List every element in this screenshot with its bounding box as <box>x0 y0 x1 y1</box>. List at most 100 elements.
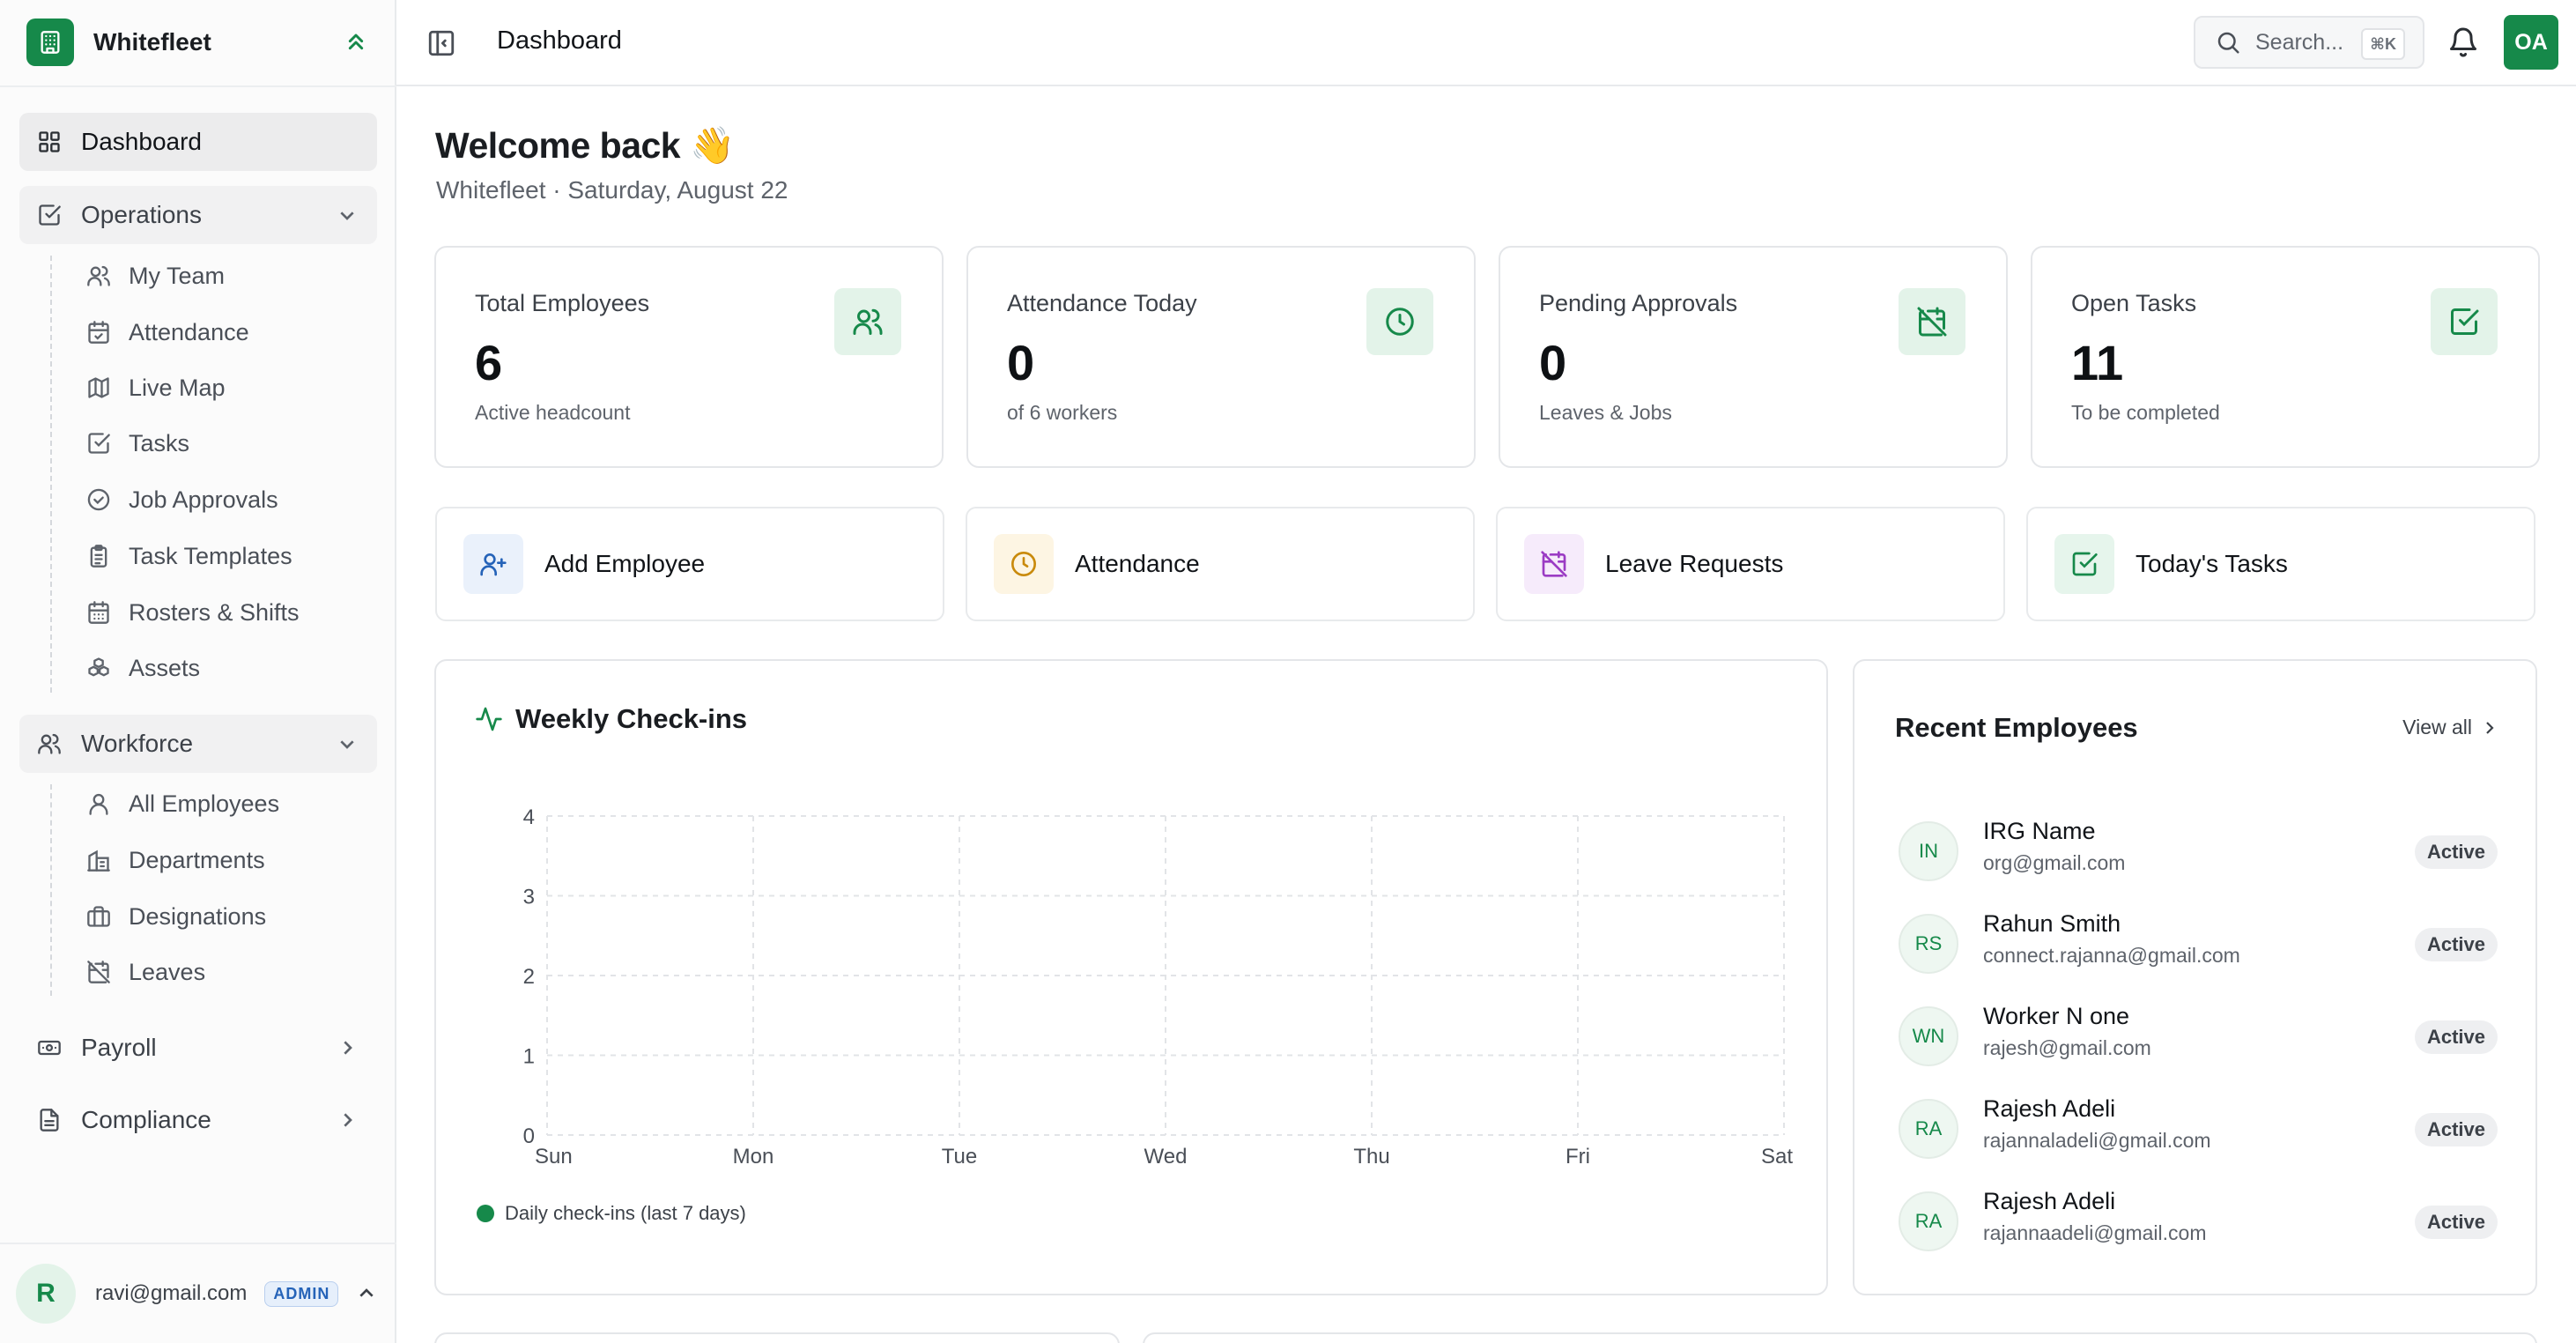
employee-email: rajannaadeli@gmail.com <box>1983 1221 2207 1244</box>
list-item[interactable]: WN Worker N one rajesh@gmail.com Active <box>1899 1003 2498 1068</box>
y-tick-label: 2 <box>523 965 535 989</box>
x-tick-label: Wed <box>1144 1145 1188 1169</box>
stat-value: 0 <box>1007 335 1035 390</box>
add-employee-button[interactable]: Add Employee <box>435 507 944 621</box>
stat-value: 11 <box>2071 335 2124 390</box>
sidebar-item-label: Attendance <box>129 318 249 345</box>
users-icon <box>85 262 113 290</box>
sidebar-item-tasks[interactable]: Tasks <box>85 421 189 465</box>
stat-sub: Active headcount <box>475 401 631 424</box>
sidebar-item-label: Compliance <box>81 1106 211 1133</box>
stat-label: Pending Approvals <box>1539 290 1738 316</box>
search-input[interactable] <box>2255 29 2370 56</box>
employee-email: connect.rajanna@gmail.com <box>1983 944 2240 967</box>
stat-label: Attendance Today <box>1007 290 1197 316</box>
avatar: RS <box>1899 914 1958 974</box>
file-text-icon <box>35 1106 63 1134</box>
clock-icon <box>1366 288 1433 355</box>
list-item[interactable]: RA Rajesh Adeli rajannaadeli@gmail.com A… <box>1899 1188 2498 1253</box>
building-icon <box>26 19 74 66</box>
banknote-icon <box>35 1034 63 1062</box>
user-avatar[interactable]: OA <box>2504 15 2558 70</box>
sidebar-item-label: Live Map <box>129 374 226 401</box>
todays-tasks-button[interactable]: Today's Tasks <box>2026 507 2535 621</box>
sidebar-item-attendance[interactable]: Attendance <box>85 310 249 354</box>
x-tick-label: Sat <box>1761 1145 1793 1169</box>
avatar: WN <box>1899 1006 1958 1066</box>
brand-name: Whitefleet <box>93 28 211 56</box>
sidebar-item-leaves[interactable]: Leaves <box>85 950 205 994</box>
sidebar-item-dashboard[interactable]: Dashboard <box>19 113 377 171</box>
avatar: RA <box>1899 1099 1958 1159</box>
sidebar-item-job-approvals[interactable]: Job Approvals <box>85 478 278 522</box>
sidebar-item-compliance[interactable]: Compliance <box>19 1091 377 1149</box>
bell-icon[interactable] <box>2447 26 2479 58</box>
sidebar-item-payroll[interactable]: Payroll <box>19 1019 377 1077</box>
x-tick-label: Sun <box>535 1145 573 1169</box>
user-plus-icon <box>463 534 523 594</box>
panel-left-icon[interactable] <box>426 28 456 58</box>
sidebar-item-label: Tasks <box>129 429 190 456</box>
stat-sub: To be completed <box>2071 401 2220 424</box>
briefcase-icon <box>85 902 113 931</box>
welcome-subtitle: Whitefleet · Saturday, August 22 <box>436 176 788 204</box>
brand[interactable]: Whitefleet <box>26 18 370 67</box>
users-icon <box>35 730 63 758</box>
boxes-icon <box>85 654 113 682</box>
chevron-right-icon <box>333 1034 361 1062</box>
x-tick-label: Mon <box>733 1145 774 1169</box>
attendance-button[interactable]: Attendance <box>966 507 1475 621</box>
status-badge: Active <box>2414 1020 2498 1054</box>
stat-card-attendance-today[interactable]: Attendance Today 0 of 6 workers <box>966 246 1476 468</box>
chevron-down-icon <box>333 730 361 758</box>
y-tick-label: 4 <box>523 805 535 829</box>
sidebar-item-live-map[interactable]: Live Map <box>85 366 226 410</box>
sidebar-item-label: Departments <box>129 846 265 873</box>
sidebar-group-workforce[interactable]: Workforce <box>19 715 377 773</box>
calendar-off-icon <box>85 958 113 986</box>
leave-requests-button[interactable]: Leave Requests <box>1496 507 2005 621</box>
calendar-days-icon <box>85 598 113 627</box>
employee-name: Worker N one <box>1983 1003 2130 1029</box>
action-label: Add Employee <box>544 550 706 577</box>
sidebar-group-label: Workforce <box>81 730 194 757</box>
chart-legend: Daily check-ins (last 7 days) <box>477 1202 746 1225</box>
sidebar-item-designations[interactable]: Designations <box>85 894 266 939</box>
chevron-right-icon[interactable] <box>2479 717 2500 738</box>
sidebar-item-label: Job Approvals <box>129 486 278 513</box>
chevrons-up-icon[interactable] <box>342 28 370 56</box>
sidebar-group-operations[interactable]: Operations <box>19 186 377 244</box>
sidebar-item-my-team[interactable]: My Team <box>85 254 225 298</box>
employee-name: IRG Name <box>1983 818 2096 844</box>
employee-name: Rahun Smith <box>1983 910 2121 937</box>
sidebar-item-departments[interactable]: Departments <box>85 838 265 882</box>
stat-card-pending-approvals[interactable]: Pending Approvals 0 Leaves & Jobs <box>1499 246 2008 468</box>
employee-email: org@gmail.com <box>1983 851 2126 874</box>
view-all-link[interactable]: View all <box>2402 716 2472 738</box>
page-title: Dashboard <box>497 26 622 55</box>
bottom-panel <box>434 1332 1120 1343</box>
stat-card-total-employees[interactable]: Total Employees 6 Active headcount <box>434 246 944 468</box>
check-square-icon <box>2054 534 2114 594</box>
list-item[interactable]: IN IRG Name org@gmail.com Active <box>1899 818 2498 883</box>
sidebar-item-label: Designations <box>129 902 267 930</box>
sidebar-item-all-employees[interactable]: All Employees <box>85 782 279 826</box>
sidebar-item-assets[interactable]: Assets <box>85 646 200 690</box>
list-item[interactable]: RS Rahun Smith connect.rajanna@gmail.com… <box>1899 910 2498 976</box>
stat-label: Open Tasks <box>2071 290 2197 316</box>
x-tick-label: Tue <box>942 1145 977 1169</box>
sidebar-item-task-templates[interactable]: Task Templates <box>85 534 292 578</box>
clipboard-list-icon <box>85 542 113 570</box>
avatar: R <box>16 1264 76 1324</box>
stat-sub: Leaves & Jobs <box>1539 401 1672 424</box>
stat-sub: of 6 workers <box>1007 401 1118 424</box>
list-item[interactable]: RA Rajesh Adeli rajannaladeli@gmail.com … <box>1899 1095 2498 1161</box>
check-square-icon <box>2431 288 2498 355</box>
stat-card-open-tasks[interactable]: Open Tasks 11 To be completed <box>2031 246 2540 468</box>
user-menu[interactable]: R ravi@gmail.com ADMIN <box>0 1243 396 1343</box>
sidebar-item-rosters-shifts[interactable]: Rosters & Shifts <box>85 590 300 634</box>
search-box[interactable]: ⌘K <box>2194 16 2424 69</box>
calendar-check-icon <box>85 318 113 346</box>
status-badge: Active <box>2414 835 2498 869</box>
topbar: Dashboard ⌘K OA <box>396 0 2576 86</box>
